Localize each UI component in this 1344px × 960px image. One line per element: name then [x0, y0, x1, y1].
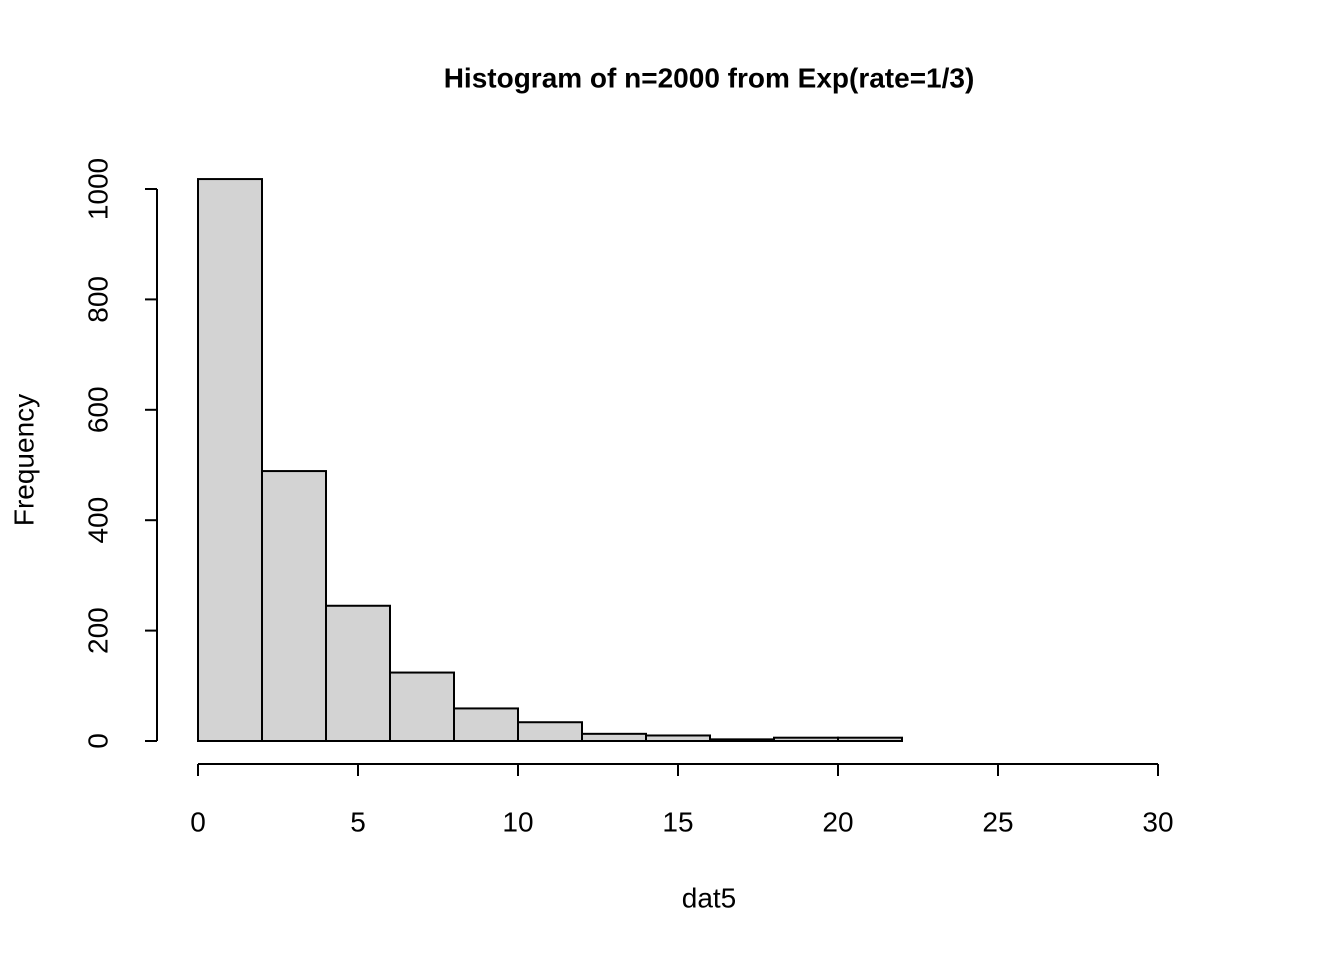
bar	[709, 738, 775, 742]
x-axis-label: dat5	[682, 882, 737, 913]
bar	[517, 721, 583, 742]
y-tick-label: 1000	[82, 158, 113, 220]
x-tick-label: 25	[982, 806, 1013, 837]
y-tick-label: 400	[82, 497, 113, 544]
y-tick-label: 0	[82, 733, 113, 749]
x-tick-label: 0	[190, 806, 206, 837]
y-tick-label: 600	[82, 386, 113, 433]
x-tick-label: 15	[662, 806, 693, 837]
bar	[837, 736, 903, 742]
bar	[325, 604, 391, 743]
bar	[581, 732, 647, 742]
bar	[453, 707, 519, 743]
y-tick-label: 200	[82, 607, 113, 654]
x-tick-label: 20	[822, 806, 853, 837]
chart-title: Histogram of n=2000 from Exp(rate=1/3)	[444, 62, 975, 93]
bar	[773, 736, 839, 742]
y-tick-label: 800	[82, 276, 113, 323]
bar	[197, 178, 263, 742]
bar	[261, 470, 327, 742]
x-tick-label: 10	[502, 806, 533, 837]
x-tick-label: 30	[1142, 806, 1173, 837]
x-tick-label: 5	[350, 806, 366, 837]
bar	[645, 734, 711, 742]
bar	[389, 671, 455, 742]
y-axis-label: Frequency	[8, 394, 39, 526]
